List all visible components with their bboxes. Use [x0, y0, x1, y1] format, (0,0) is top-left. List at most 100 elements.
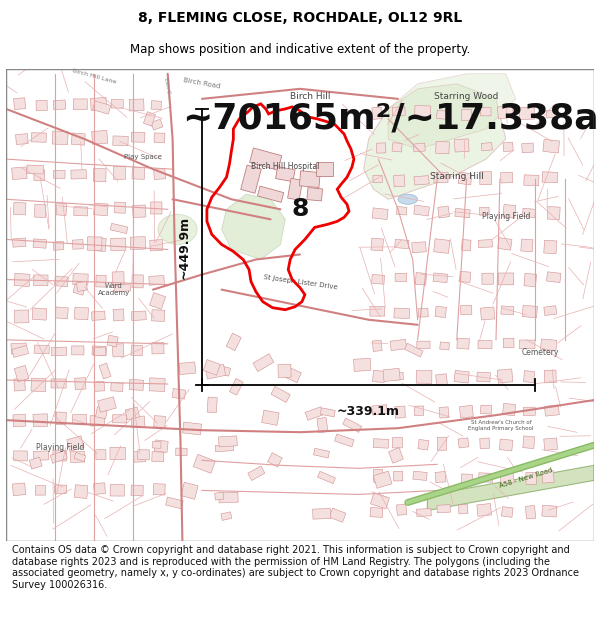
- Bar: [544, 405, 559, 416]
- Bar: [34, 345, 49, 354]
- Bar: [114, 284, 131, 292]
- Bar: [112, 272, 124, 284]
- Bar: [55, 485, 67, 494]
- Bar: [481, 107, 491, 116]
- Bar: [392, 107, 405, 116]
- Bar: [461, 239, 471, 251]
- Text: Elm G...: Elm G...: [163, 78, 172, 100]
- Bar: [253, 354, 274, 372]
- Bar: [460, 406, 473, 418]
- Bar: [56, 412, 67, 425]
- Bar: [392, 372, 403, 380]
- Bar: [152, 342, 164, 354]
- Bar: [151, 202, 162, 214]
- Bar: [92, 101, 111, 114]
- Bar: [90, 416, 105, 426]
- Bar: [130, 237, 146, 249]
- Bar: [241, 165, 261, 193]
- Bar: [521, 239, 533, 252]
- Bar: [392, 438, 403, 448]
- Bar: [219, 366, 230, 376]
- Bar: [415, 272, 427, 285]
- Bar: [313, 509, 331, 519]
- Bar: [526, 506, 536, 519]
- Bar: [497, 106, 514, 119]
- Bar: [99, 363, 111, 379]
- Bar: [110, 484, 124, 496]
- Polygon shape: [388, 74, 515, 149]
- Bar: [436, 141, 449, 154]
- Bar: [544, 370, 556, 383]
- Bar: [34, 204, 46, 217]
- Bar: [153, 484, 165, 495]
- Bar: [499, 439, 513, 451]
- Bar: [193, 454, 215, 473]
- Bar: [56, 203, 67, 216]
- Bar: [181, 482, 198, 499]
- Bar: [71, 170, 86, 179]
- Ellipse shape: [398, 194, 418, 204]
- Bar: [55, 307, 68, 319]
- Bar: [257, 186, 284, 202]
- Bar: [418, 439, 429, 450]
- Bar: [370, 508, 383, 518]
- Bar: [376, 143, 386, 153]
- Bar: [96, 449, 106, 459]
- Bar: [461, 109, 472, 121]
- Bar: [94, 381, 104, 391]
- Bar: [53, 100, 65, 110]
- Bar: [477, 372, 490, 382]
- Bar: [107, 335, 118, 347]
- Bar: [458, 504, 468, 514]
- Bar: [131, 345, 143, 356]
- Bar: [229, 379, 243, 395]
- Bar: [394, 471, 403, 481]
- Bar: [11, 343, 26, 354]
- Bar: [110, 223, 128, 234]
- Bar: [353, 358, 371, 371]
- Bar: [481, 142, 493, 151]
- Bar: [74, 207, 88, 216]
- Bar: [95, 407, 107, 419]
- Text: St Joseph Lister Drive: St Joseph Lister Drive: [263, 274, 337, 291]
- Bar: [250, 148, 282, 170]
- Bar: [480, 438, 490, 449]
- Bar: [73, 99, 87, 109]
- Bar: [437, 504, 451, 512]
- Bar: [179, 362, 196, 374]
- Bar: [111, 99, 123, 108]
- Bar: [547, 206, 560, 220]
- Bar: [503, 403, 515, 416]
- Bar: [524, 273, 536, 287]
- Bar: [370, 306, 385, 316]
- Bar: [477, 504, 491, 516]
- Bar: [454, 139, 469, 152]
- Bar: [112, 415, 127, 423]
- Bar: [523, 436, 535, 449]
- Bar: [482, 273, 493, 284]
- Text: Playing Field: Playing Field: [36, 443, 84, 452]
- Bar: [166, 497, 183, 509]
- Bar: [32, 308, 47, 320]
- Bar: [542, 471, 554, 483]
- Bar: [96, 275, 106, 287]
- Bar: [152, 310, 165, 321]
- Bar: [110, 448, 125, 459]
- Bar: [454, 371, 469, 383]
- Bar: [299, 171, 320, 187]
- Bar: [413, 471, 427, 481]
- Bar: [93, 347, 106, 356]
- Bar: [149, 378, 165, 391]
- Bar: [343, 418, 362, 432]
- Bar: [275, 167, 295, 182]
- Bar: [113, 309, 124, 321]
- Bar: [111, 382, 123, 391]
- Bar: [172, 389, 185, 399]
- Bar: [53, 450, 67, 461]
- Bar: [373, 371, 385, 382]
- Bar: [11, 167, 27, 179]
- Bar: [34, 451, 49, 461]
- Bar: [479, 208, 489, 215]
- Bar: [395, 273, 407, 281]
- Bar: [74, 378, 86, 389]
